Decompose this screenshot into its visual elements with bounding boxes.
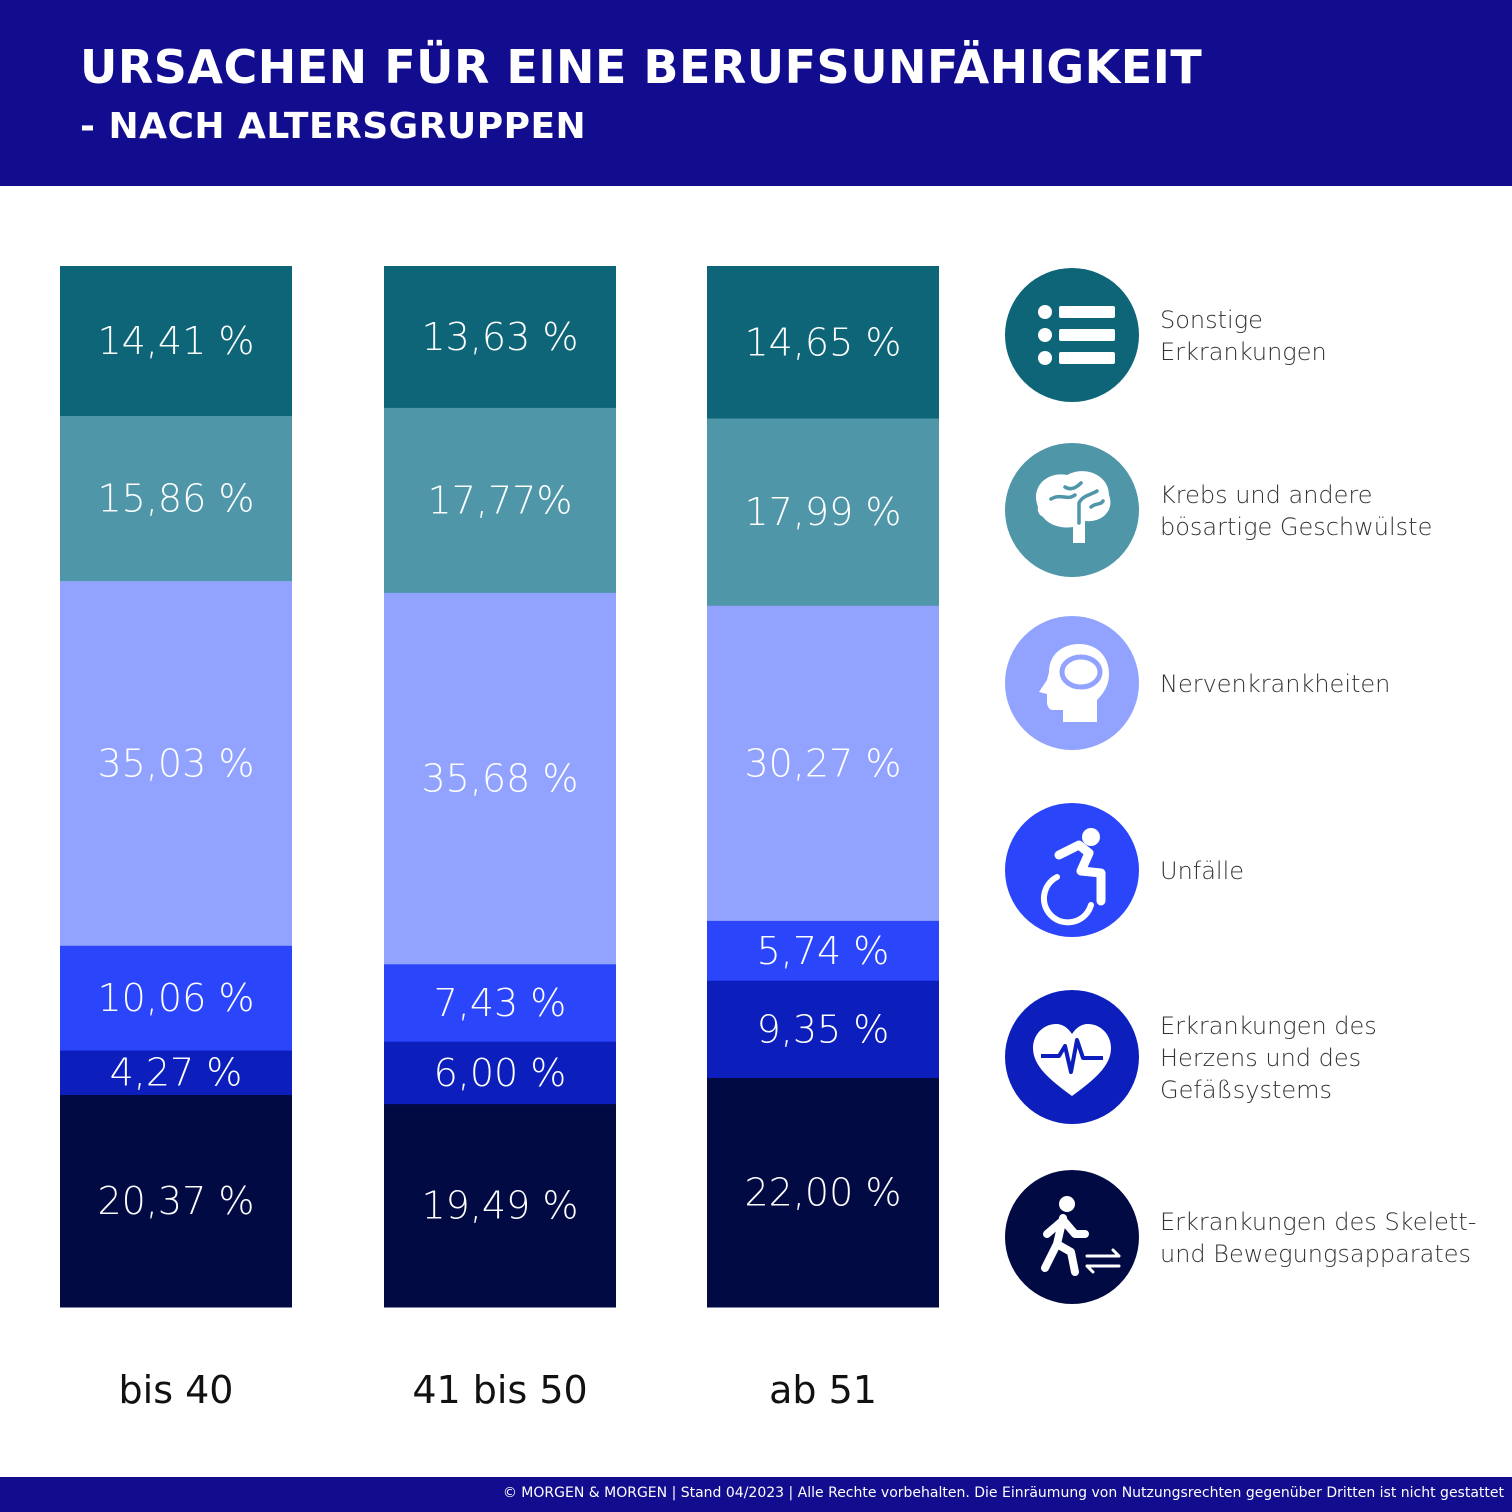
segment-value-label: 20,37 %	[98, 1179, 255, 1223]
segment-value-label: 35,68 %	[422, 757, 579, 801]
legend-label-line: und Bewegungsapparates	[1160, 1240, 1472, 1268]
segment-value-label: 19,49 %	[422, 1184, 579, 1228]
footer-banner: © MORGEN & MORGEN | Stand 04/2023 | Alle…	[0, 1477, 1512, 1512]
walking-icon	[1005, 1170, 1139, 1304]
stacked-bar-chart: 14,41 % 15,86 % 35,03 % 10,06 % 4,27 % 20,37 …	[60, 266, 939, 1412]
bar-41-bis-50: 13,63 % 17,77% 35,68 % 7,43 % 6,00 % 19,49 %	[384, 266, 616, 1308]
category-label: 41 bis 50	[412, 1368, 587, 1412]
copyright-notice: © MORGEN & MORGEN | Stand 04/2023 | Alle…	[502, 1485, 1504, 1501]
bar-segment	[707, 920, 939, 982]
bar-bis-40: 14,41 % 15,86 % 35,03 % 10,06 % 4,27 % 20,37 …	[60, 266, 292, 1308]
page-title: URSACHEN FÜR EINE BERUFSUNFÄHIGKEIT	[80, 40, 1203, 94]
bar-segment	[707, 418, 939, 607]
legend-label-line: Erkrankungen des Skelett-	[1160, 1208, 1477, 1236]
brain-icon	[1005, 443, 1139, 577]
legend-label-line: Krebs und andere	[1160, 481, 1373, 509]
header-banner: URSACHEN FÜR EINE BERUFSUNFÄHIGKEIT - NA…	[0, 0, 1512, 186]
legend-label: Nervenkrankheiten	[1160, 668, 1510, 700]
bar-segment	[707, 605, 939, 922]
bar-segment	[707, 1077, 939, 1308]
bar-segment	[384, 1104, 616, 1308]
bar-ab-51: 14,65 % 17,99 % 30,27 % 5,74 % 9,35 % 22,00 %	[707, 266, 939, 1308]
bar-segment	[384, 266, 616, 409]
segment-value-label: 22,00 %	[745, 1170, 902, 1214]
bar-segment	[384, 964, 616, 1043]
legend-label: Sonstige Erkrankungen	[1160, 304, 1510, 368]
segment-value-label: 17,99 %	[745, 490, 902, 534]
bar-segment	[60, 1094, 292, 1308]
bar-segment	[707, 266, 939, 420]
head-icon	[1005, 616, 1139, 750]
bar-segment	[707, 980, 939, 1079]
segment-value-label: 4,27 %	[110, 1051, 243, 1095]
legend-label-line: Erkrankungen	[1160, 338, 1327, 366]
legend-label: Unfälle	[1160, 855, 1510, 887]
legend-label: Krebs und andere bösartige Geschwülste	[1160, 479, 1510, 543]
segment-value-label: 17,77%	[428, 478, 573, 522]
page-subtitle: - NACH ALTERSGRUPPEN	[80, 106, 587, 147]
category-label: bis 40	[119, 1368, 234, 1412]
bar-segment	[60, 416, 292, 582]
segment-value-label: 15,86 %	[98, 477, 255, 521]
legend-label-line: Unfälle	[1160, 857, 1245, 885]
bar-segment	[60, 266, 292, 417]
bar-segment	[384, 407, 616, 594]
list-icon	[1005, 268, 1139, 402]
segment-value-label: 13,63 %	[422, 315, 579, 359]
bar-segment	[60, 1050, 292, 1096]
segment-value-label: 14,65 %	[745, 320, 902, 364]
bar-segment	[384, 1041, 616, 1105]
legend-label-line: Erkrankungen des	[1160, 1012, 1377, 1040]
legend-label: Erkrankungen des Skelett-und Bewegungsap…	[1160, 1206, 1510, 1270]
bar-segment	[384, 592, 616, 965]
legend-label: Erkrankungen des Herzens und des Gefäßsyst…	[1160, 1010, 1510, 1106]
segment-value-label: 30,27 %	[745, 741, 902, 785]
bar-segment	[60, 581, 292, 947]
legend-label-line: Gefäßsystems	[1160, 1076, 1333, 1104]
segment-value-label: 7,43 %	[434, 981, 567, 1025]
heart-pulse-icon	[1005, 990, 1139, 1124]
segment-value-label: 35,03 %	[98, 741, 255, 785]
segment-value-label: 10,06 %	[98, 976, 255, 1020]
legend-label-line: Sonstige	[1160, 306, 1263, 334]
segment-value-label: 14,41 %	[98, 319, 255, 363]
legend-label-line: Herzens und des	[1160, 1044, 1362, 1072]
bar-segment	[60, 945, 292, 1051]
segment-value-label: 9,35 %	[757, 1007, 890, 1051]
legend-label-line: bösartige Geschwülste	[1160, 513, 1433, 541]
legend-label-line: Nervenkrankheiten	[1160, 670, 1391, 698]
segment-value-label: 6,00 %	[434, 1051, 567, 1095]
accessibility-icon	[1005, 803, 1139, 937]
segment-value-label: 5,74 %	[757, 929, 890, 973]
category-label: ab 51	[769, 1368, 877, 1412]
